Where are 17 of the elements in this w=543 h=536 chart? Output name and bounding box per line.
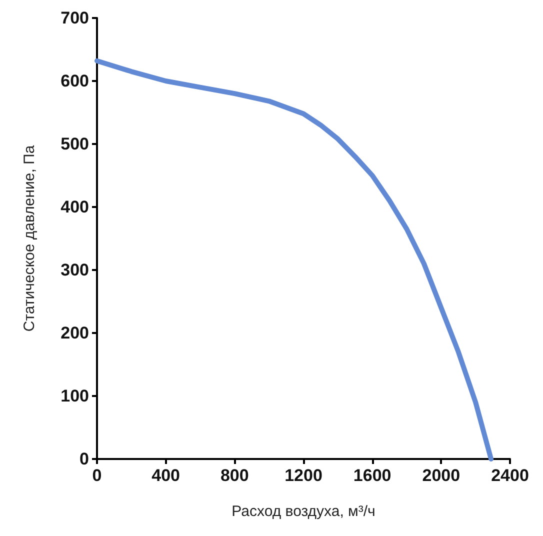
y-axis-title: Статическое давление, Па	[21, 144, 38, 332]
x-tick-label: 2400	[491, 466, 529, 485]
x-tick-label: 1200	[284, 466, 322, 485]
y-tick-label: 400	[60, 198, 89, 216]
x-tick-label: 0	[92, 466, 102, 485]
y-tick-label: 600	[60, 72, 89, 90]
x-tick-label: 800	[220, 466, 249, 485]
y-tick-label: 700	[60, 8, 89, 28]
x-axis-title: Расход воздуха, м³/ч	[232, 503, 376, 520]
y-tick-label: 500	[60, 134, 89, 154]
y-tick-label: 300	[60, 260, 89, 280]
y-tick-label: 0	[80, 450, 89, 468]
x-tick-label: 2000	[422, 466, 460, 485]
y-tick-label: 100	[60, 386, 89, 406]
x-tick-label: 1600	[353, 466, 392, 485]
x-tick-label: 400	[152, 466, 180, 485]
y-tick-label: 200	[60, 324, 89, 342]
